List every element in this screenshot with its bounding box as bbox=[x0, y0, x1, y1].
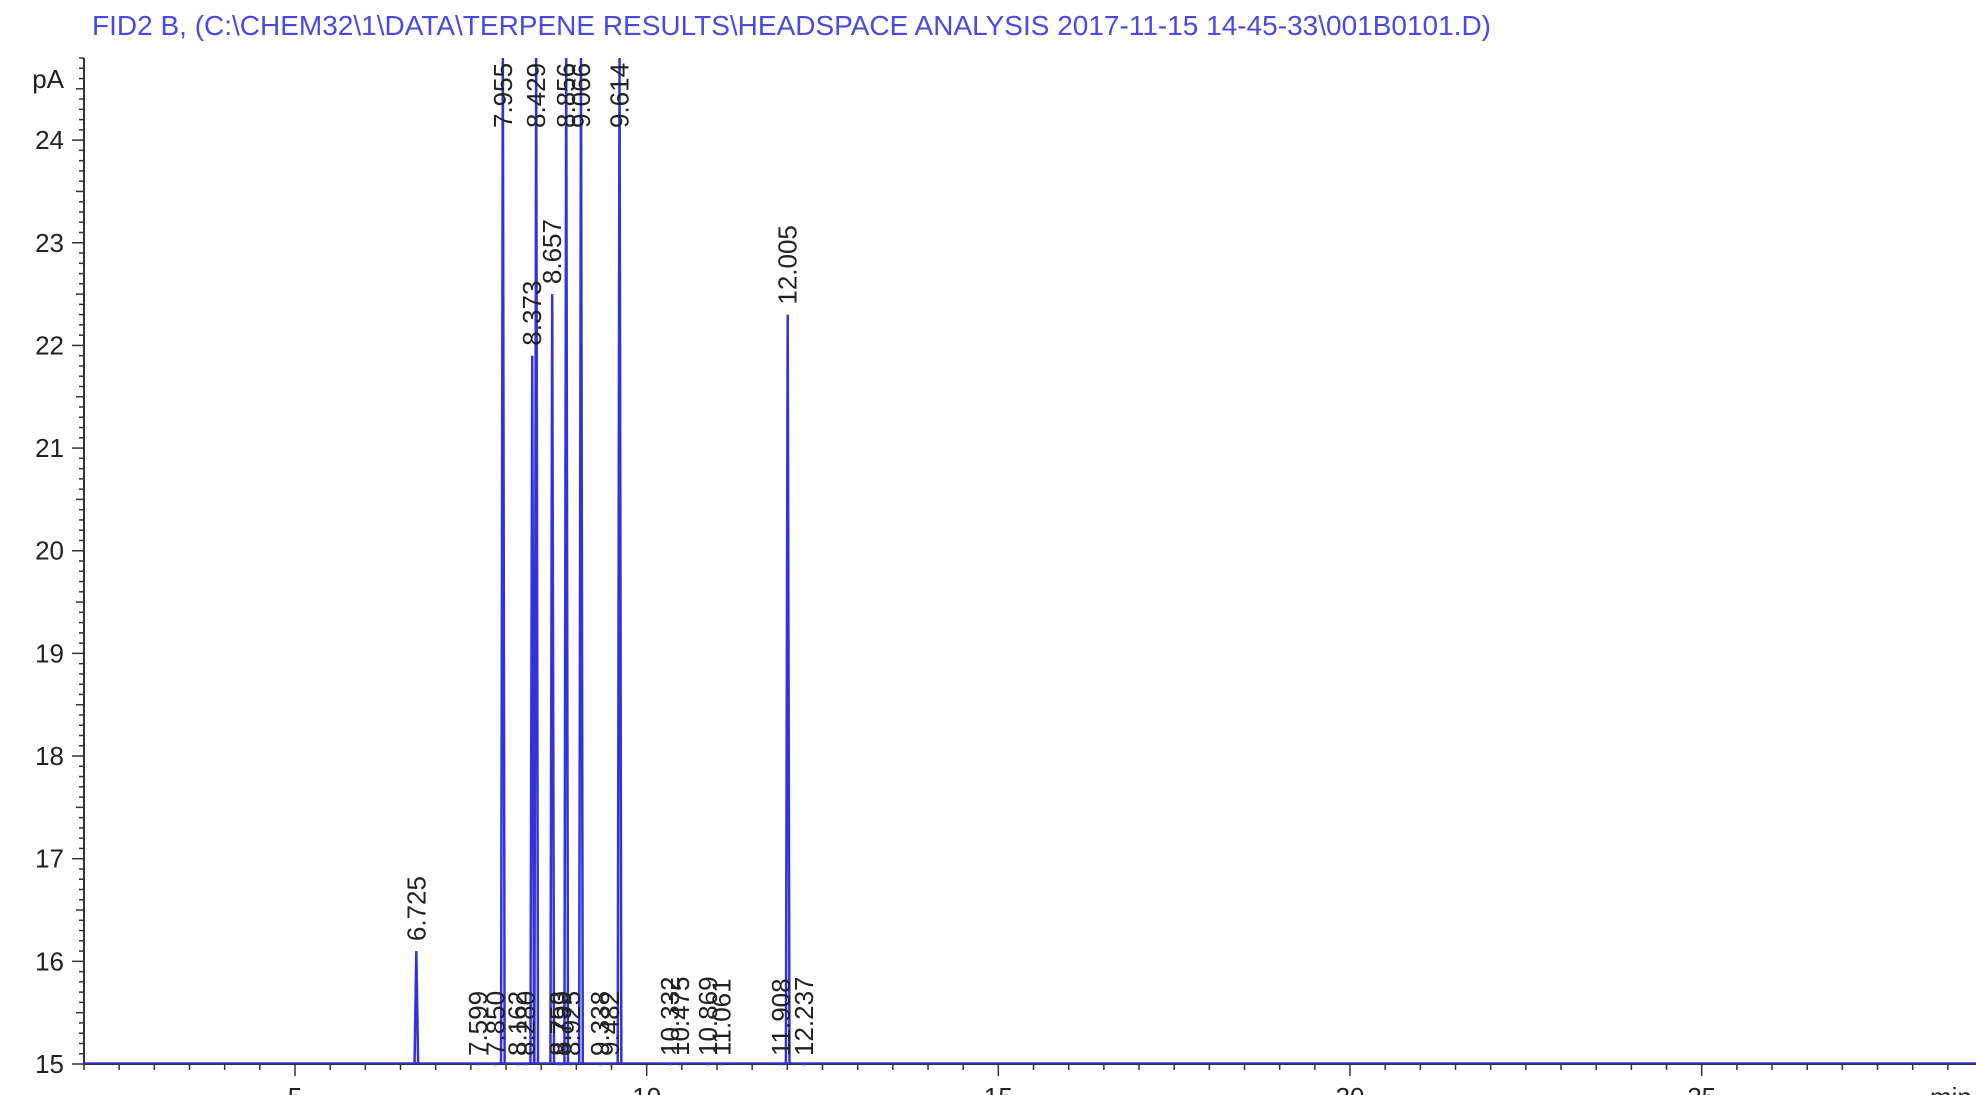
peak-label: 8.799 bbox=[547, 991, 577, 1056]
peak-label: 8.280 bbox=[511, 991, 541, 1056]
y-tick-label: 18 bbox=[35, 741, 64, 771]
peak-trace bbox=[499, 57, 506, 1065]
peak-label: 12.005 bbox=[773, 225, 803, 305]
peak-label: 8.429 bbox=[521, 63, 551, 128]
peak-trace bbox=[616, 57, 623, 1065]
y-tick-label: 17 bbox=[35, 844, 64, 874]
peak-label: 6.725 bbox=[401, 876, 431, 941]
y-axis-label: pA bbox=[32, 64, 64, 94]
peak-label: 7.850 bbox=[480, 991, 510, 1056]
y-tick-label: 16 bbox=[35, 946, 64, 976]
peak-label: 10.869 bbox=[693, 976, 723, 1056]
peak-label: 11.061 bbox=[706, 978, 736, 1056]
chart-title: FID2 B, (C:\CHEM32\1\DATA\TERPENE RESULT… bbox=[92, 10, 1492, 41]
x-axis-label: min bbox=[1930, 1082, 1972, 1095]
peak-label: 7.599 bbox=[463, 991, 493, 1056]
x-tick-label: 5 bbox=[288, 1082, 302, 1095]
y-tick-label: 24 bbox=[35, 125, 64, 155]
y-tick-label: 15 bbox=[35, 1049, 64, 1079]
peak-label: 8.373 bbox=[517, 281, 547, 346]
peak-label: 9.482 bbox=[595, 991, 625, 1056]
peak-trace bbox=[533, 57, 540, 1065]
peak-trace bbox=[563, 57, 570, 1065]
peak-label: 9.338 bbox=[585, 991, 615, 1056]
peak-trace bbox=[413, 951, 420, 1065]
peak-label: 9.614 bbox=[605, 63, 635, 128]
peak-label: 11.908 bbox=[766, 978, 796, 1056]
peak-label: 7.955 bbox=[488, 63, 518, 128]
peak-trace bbox=[577, 57, 585, 1065]
x-tick-label: 10 bbox=[632, 1082, 661, 1095]
x-tick-label: 25 bbox=[1687, 1082, 1716, 1095]
peak-label: 10.475 bbox=[665, 976, 695, 1056]
peak-label: 8.753 bbox=[544, 991, 574, 1056]
peak-label: 9.066 bbox=[566, 63, 596, 128]
x-tick-label: 20 bbox=[1336, 1082, 1365, 1095]
axes: 15 16 17 18 19 20 21 22 23 24 pA 5 10 15 20 25 min bbox=[32, 57, 1976, 1095]
peak-label: 10.332 bbox=[655, 976, 685, 1056]
peak-label: 8.162 bbox=[502, 991, 532, 1056]
x-tick-label: 15 bbox=[984, 1082, 1013, 1095]
y-tick-label: 20 bbox=[35, 536, 64, 566]
y-tick-label: 23 bbox=[35, 228, 64, 258]
y-tick-label: 19 bbox=[35, 638, 64, 668]
peak-trace bbox=[784, 314, 791, 1065]
peak-label: 8.856 bbox=[551, 63, 581, 128]
peak-label: 8.925 bbox=[556, 991, 586, 1056]
y-tick-label: 22 bbox=[35, 330, 64, 360]
y-tick-label: 21 bbox=[35, 433, 64, 463]
peak-trace bbox=[549, 294, 556, 1065]
peak-label: 8.657 bbox=[537, 219, 567, 284]
peak-trace bbox=[529, 355, 536, 1065]
peak-traces bbox=[84, 57, 1976, 1066]
peak-label: 12.237 bbox=[789, 976, 819, 1056]
